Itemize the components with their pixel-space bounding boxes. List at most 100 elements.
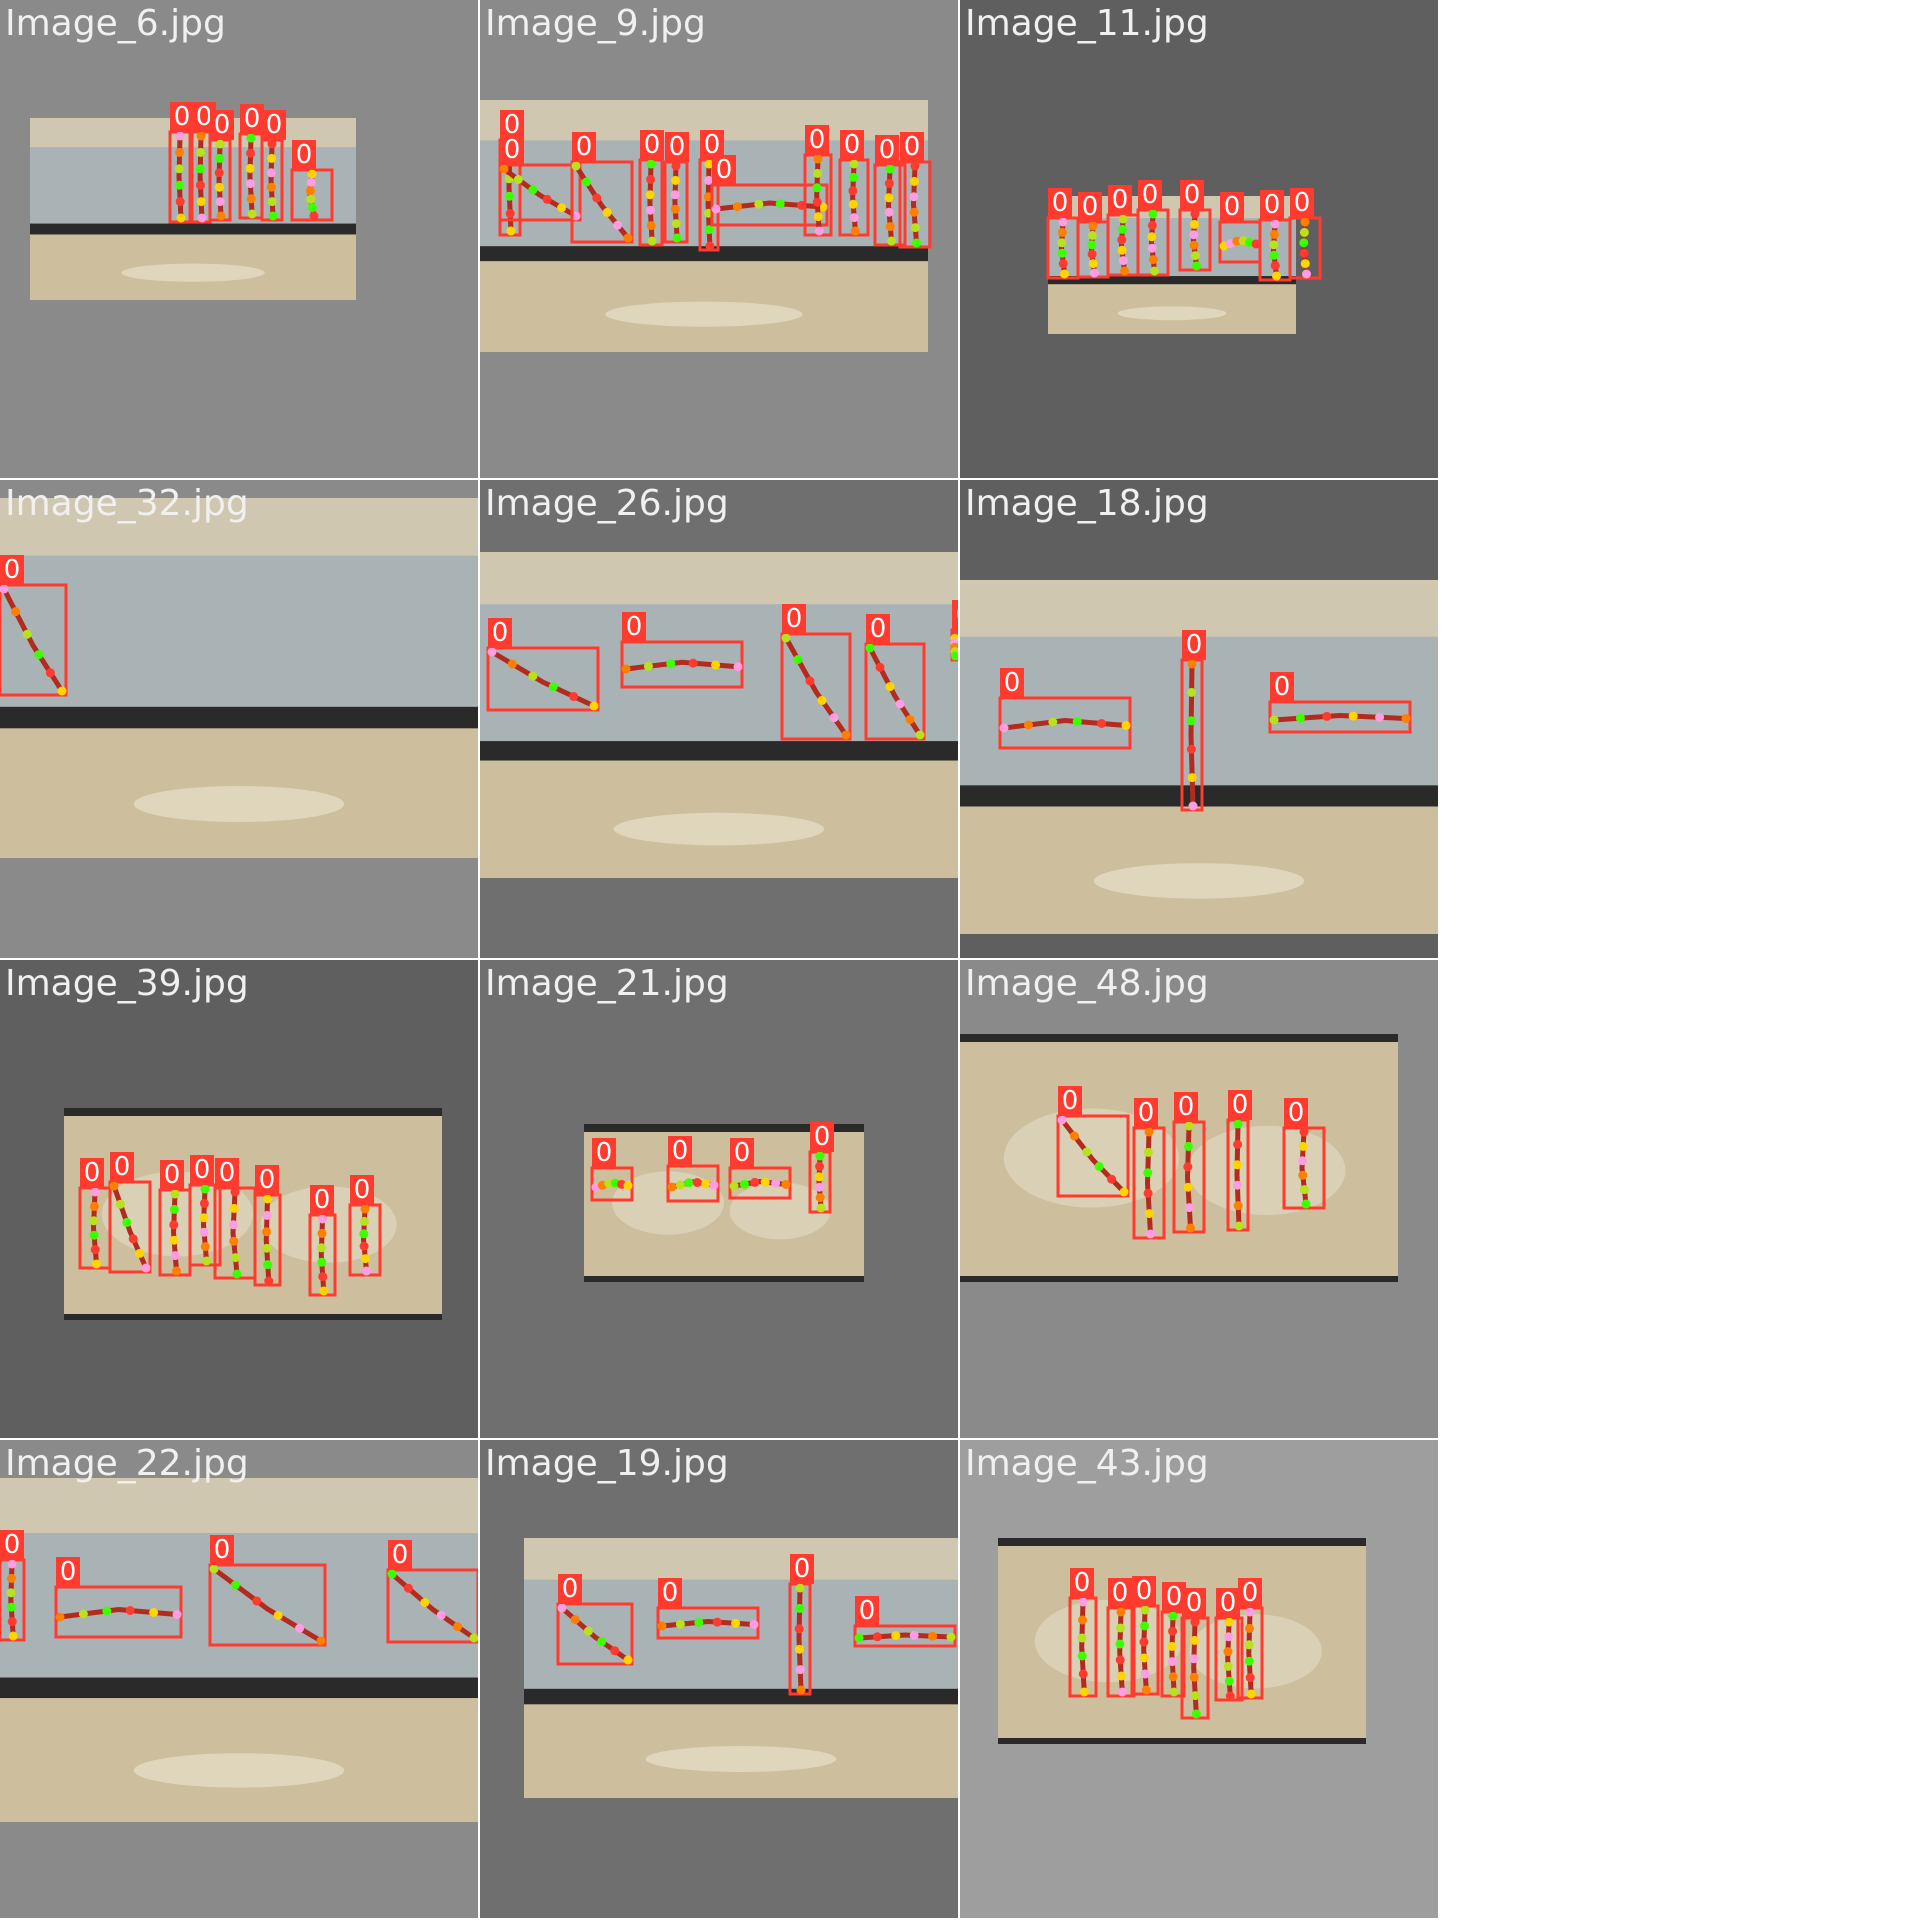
image-tile: 0 0 0 0 Image_22.jpg [0,1440,478,1918]
photo [0,1478,478,1822]
keypoint [1088,259,1098,269]
keypoint [1118,214,1128,224]
tile-title: Image_21.jpg [485,963,729,1004]
detection: 0 [208,1535,327,1647]
keypoint [684,1178,694,1188]
keypoint [950,651,958,661]
keypoint [571,161,581,171]
keypoint [815,1161,825,1171]
keypoint [1140,1605,1150,1615]
class-label: 0 [60,1557,77,1587]
keypoint [453,1622,463,1632]
keypoint [1187,773,1197,783]
keypoint [621,664,631,674]
label-tag [310,1185,334,1215]
keypoint [760,1177,770,1187]
keypoint [90,1187,100,1197]
keypoint [267,153,277,163]
keypoint [817,695,827,705]
keypoint [403,1583,413,1593]
class-label: 0 [716,155,733,185]
class-label: 0 [259,1165,276,1195]
keypoint [733,662,743,672]
keypoint [1060,269,1069,279]
keypoint [1023,720,1033,730]
class-label: 0 [1242,1578,1259,1608]
image-tile: 0 0 0 0 0 Image_26.jpg [480,480,958,958]
class-label: 0 [354,1175,371,1205]
keypoint [359,1241,369,1251]
keypoint [1117,224,1127,234]
keypoint [90,1245,100,1255]
keypoint [252,1596,262,1606]
keypoint [795,1665,805,1675]
keypoint [754,199,764,209]
keypoint [149,1608,159,1617]
keypoint [1117,1687,1127,1697]
keypoint [1269,715,1279,725]
bounding-box [780,632,852,741]
label-tag [1070,1568,1094,1598]
keypoint [910,161,920,171]
class-label: 0 [1052,188,1069,218]
keypoint [849,159,859,169]
keypoint [670,204,680,214]
detection: 0 [108,1152,152,1274]
keypoint [197,213,207,223]
keypoint [1148,209,1158,219]
detection: 0 [950,600,958,662]
keypoint [1057,238,1067,248]
label-tag [658,1578,682,1608]
keypoint [7,1573,17,1583]
object [1191,1619,1199,1717]
keypoint [229,1203,239,1213]
keypoint [1192,261,1201,271]
class-label: 0 [859,1596,876,1626]
label-tag [1108,1578,1132,1608]
label-tag [1284,1098,1308,1128]
class-label: 0 [1264,190,1281,220]
keypoint [849,213,859,223]
keypoint [214,168,224,178]
keypoint [214,182,224,192]
keypoint [1078,1597,1088,1607]
class-label: 0 [1220,1588,1237,1618]
keypoint [318,1272,328,1282]
class-label: 0 [1166,1582,1183,1612]
bounding-box [1056,1114,1130,1198]
keypoint [557,1603,567,1613]
keypoint [1141,1685,1151,1695]
keypoint [92,1259,101,1269]
label-tag [665,132,689,162]
label-tag [855,1596,879,1626]
label-tag [622,612,646,642]
keypoint [1234,1221,1244,1231]
class-label: 0 [1136,1576,1153,1606]
keypoint [1186,1223,1195,1233]
keypoint [1077,1651,1087,1661]
keypoint [815,1193,825,1203]
keypoint [812,168,822,178]
keypoint [246,148,256,158]
image-tile: 0 0 0 0 Image_19.jpg [480,1440,958,1918]
keypoint [657,1621,667,1631]
keypoint [1117,245,1127,255]
label-tag [1174,1092,1198,1122]
detection: 0 [0,555,68,697]
label-tag [840,130,864,160]
photo [480,552,958,878]
tile-title: Image_48.jpg [965,963,1209,1004]
keypoint [1058,217,1068,227]
class-label: 0 [1138,1098,1155,1128]
keypoint [115,1199,125,1209]
class-label: 0 [870,614,887,644]
keypoint [694,1617,704,1627]
keypoint [1298,1170,1308,1180]
keypoint [793,655,803,664]
keypoint [78,1609,88,1619]
keypoint [141,1263,151,1273]
detection: 0 [1172,1092,1206,1234]
keypoint [1299,227,1309,237]
image-tile: 0 0 0 0 0 0 0 0 0 0 0 Image_9.jpg [480,0,958,478]
